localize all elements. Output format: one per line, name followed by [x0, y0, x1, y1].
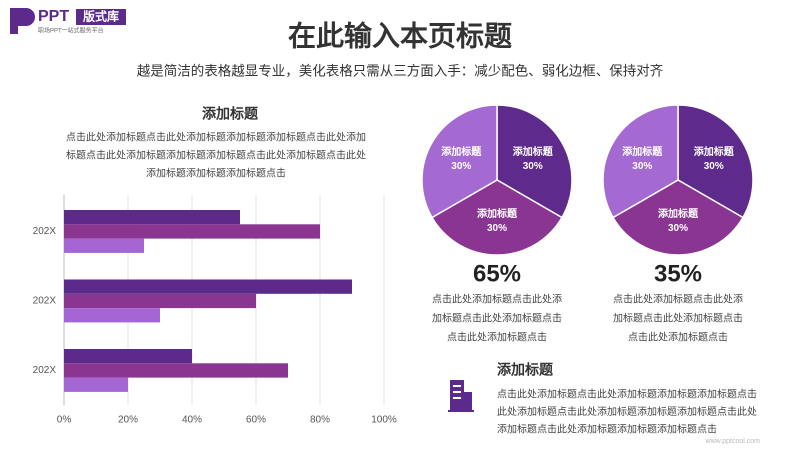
pie-description: 点击此处添加标题点击此处添: [613, 293, 743, 306]
slice-value-label: 30%: [487, 223, 507, 234]
watermark: www.pptcool.com: [705, 438, 761, 445]
slice-value-label: 30%: [632, 161, 652, 172]
bar: [64, 363, 288, 378]
x-tick-label: 80%: [310, 415, 330, 426]
slice-value-label: 30%: [668, 223, 688, 234]
info-line: 点击此处添加标题点击此处添加标题添加标题添加标题点击: [497, 388, 757, 401]
pie-slice: [496, 104, 573, 219]
page-subtitle: 越是简洁的表格越显专业，美化表格只需从三方面入手：减少配色、弱化边框、保持对齐: [137, 63, 664, 79]
bar: [64, 238, 144, 253]
bar: [64, 279, 352, 294]
info-title: 添加标题: [497, 362, 554, 378]
slice-label: 添加标题: [441, 145, 482, 158]
pie-description: 点击此处添加标题点击: [447, 331, 547, 344]
y-tick-label: 202X: [33, 226, 57, 237]
slice-value-label: 30%: [704, 161, 724, 172]
bar: [64, 224, 320, 239]
bar: [64, 377, 128, 392]
x-tick-label: 0%: [57, 415, 72, 426]
pie-annotation: 65%: [473, 260, 521, 287]
chart-description: 添加标题添加标题添加标题点击: [146, 167, 286, 180]
logo-tagline: 职场PPT一站式服务平台: [38, 27, 104, 35]
pie-description: 点击此处添加标题点击此处添: [432, 293, 562, 306]
chart-title: 添加标题: [202, 106, 259, 122]
slice-value-label: 30%: [451, 161, 471, 172]
slice-value-label: 30%: [523, 161, 543, 172]
slice-label: 添加标题: [658, 207, 699, 220]
y-tick-label: 202X: [33, 296, 57, 307]
bar: [64, 308, 160, 323]
pie-description: 加标题点击此处添加标题点击: [432, 312, 562, 325]
chart-description: 标题点击此处添加标题添加标题添加标题点击此处添加标题点击此处: [66, 149, 366, 162]
x-tick-label: 60%: [246, 415, 266, 426]
info-line: 添加标题点击此处添加标题添加标题添加标题点击: [497, 423, 717, 436]
page-title: 在此输入本页标题: [288, 19, 512, 51]
bar: [64, 210, 240, 225]
logo-badge-bg: [76, 9, 126, 25]
x-tick-label: 20%: [118, 415, 138, 426]
pie-slice: [602, 104, 679, 219]
slice-label: 添加标题: [622, 145, 663, 158]
logo-icon: [10, 8, 35, 34]
pie-description: 点击此处添加标题点击: [628, 331, 728, 344]
slice-label: 添加标题: [694, 145, 735, 158]
x-tick-label: 40%: [182, 415, 202, 426]
bar: [64, 349, 192, 364]
y-tick-label: 202X: [33, 365, 57, 376]
bar: [64, 293, 256, 309]
pie-slice: [421, 104, 498, 219]
pie-description: 加标题点击此处添加标题点击: [613, 312, 743, 325]
pie-slice: [677, 104, 754, 219]
info-icon: [448, 380, 474, 412]
pie-annotation: 35%: [654, 260, 702, 287]
slice-label: 添加标题: [513, 145, 554, 158]
info-line: 此处添加标题点击此处添加标题添加标题添加标题点击此处: [497, 405, 757, 418]
chart-description: 点击此处添加标题点击此处添加标题添加标题添加标题点击此处添加: [66, 131, 366, 144]
x-tick-label: 100%: [371, 415, 397, 426]
logo-badge: 版式库: [83, 9, 119, 24]
slice-label: 添加标题: [477, 207, 518, 220]
logo-brand: PPT: [38, 8, 69, 25]
